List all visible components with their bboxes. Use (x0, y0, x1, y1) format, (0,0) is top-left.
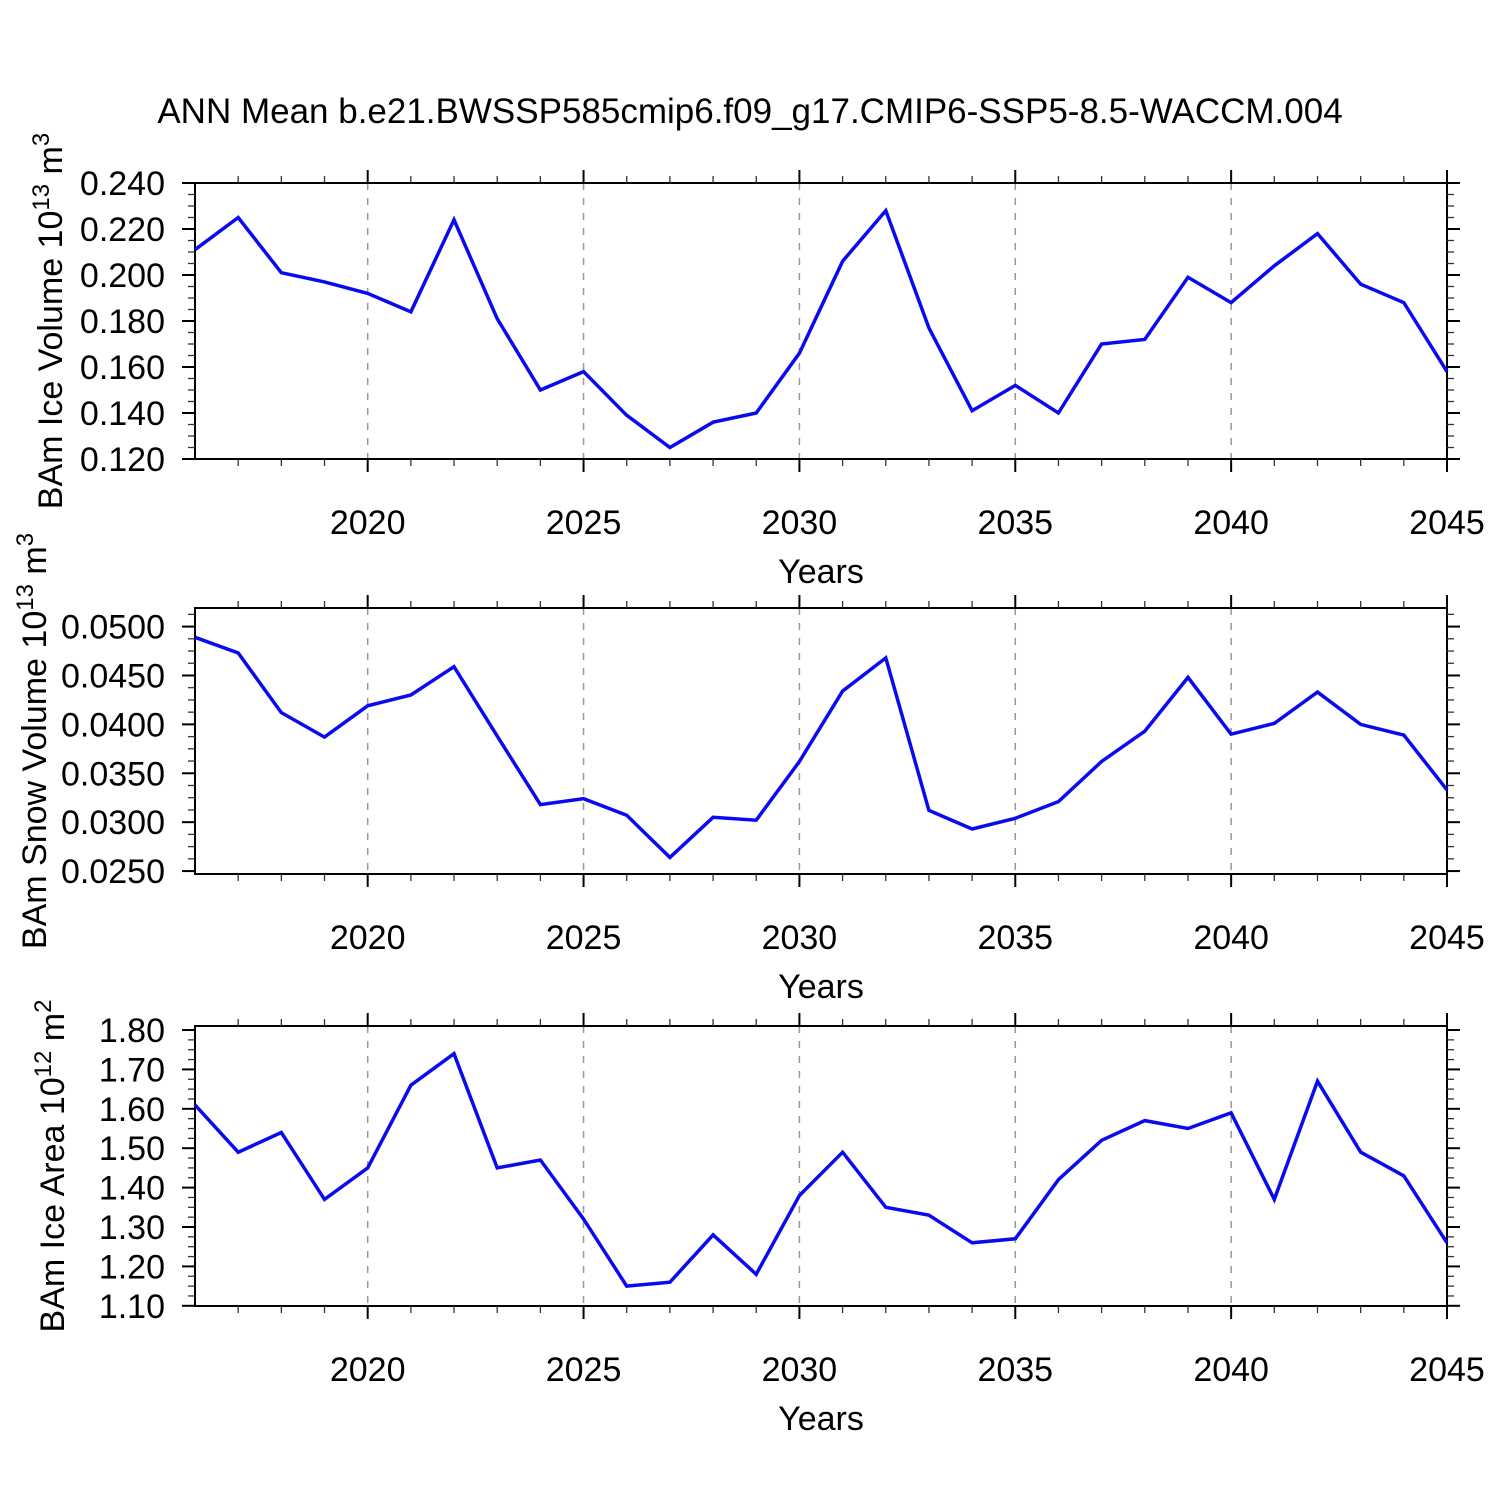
x-tick-label: 2025 (546, 504, 622, 542)
x-tick-label: 2040 (1193, 504, 1269, 542)
y-tick-label: 0.220 (80, 211, 165, 249)
x-tick-label: 2030 (762, 1351, 838, 1389)
plot-frame (194, 1025, 1448, 1307)
x-tick-label: 2020 (330, 919, 406, 957)
x-tick-label: 2045 (1409, 504, 1485, 542)
panel-snow-volume: 0.0250 0.0300 0.0350 0.0400 0.0450 0.0500 2020… (12, 533, 1485, 1006)
x-tick-label: 2045 (1409, 919, 1485, 957)
y-tick-label: 1.20 (99, 1248, 165, 1286)
gridlines (366, 183, 1232, 459)
x-tick-label: 2025 (546, 919, 622, 957)
y-tick-label: 0.140 (80, 395, 165, 433)
x-tick-label: 2020 (330, 1351, 406, 1389)
panel-ice-area: 1.101.201.301.401.501.601.701.80 2020 2025… (30, 1000, 1485, 1438)
x-tick-label: 2030 (762, 504, 838, 542)
y-tick-label: 0.160 (80, 349, 165, 387)
y-tick-label: 1.80 (99, 1012, 165, 1050)
y-tick-label: 0.0350 (61, 755, 165, 793)
ice-volume-line (193, 207, 1449, 450)
y-ticks (182, 1029, 1460, 1307)
x-axis-title: Years (778, 553, 864, 591)
x-tick-label: 2040 (1193, 1351, 1269, 1389)
y-ticks (182, 613, 1460, 873)
snow-volume-line (194, 635, 1449, 860)
x-ticks (237, 1013, 1448, 1319)
x-tick-label: 2035 (977, 504, 1053, 542)
plot-frame (194, 182, 1448, 460)
y-tick-label: 0.0500 (61, 609, 165, 647)
ice-area-line (193, 1050, 1449, 1288)
x-tick-label: 2040 (1193, 919, 1269, 957)
x-tick-label: 2030 (762, 919, 838, 957)
x-tick-label: 2035 (977, 919, 1053, 957)
y-tick-label: 0.0250 (61, 853, 165, 891)
y-tick-label: 0.0400 (61, 706, 165, 744)
y-tick-label: 1.60 (99, 1091, 165, 1129)
x-tick-label: 2025 (546, 1351, 622, 1389)
x-ticks (237, 170, 1448, 472)
y-axis-title: BAm Ice Volume 1013 m3 (28, 133, 70, 509)
y-tick-label: 0.180 (80, 303, 165, 341)
y-tick-label: 1.30 (99, 1209, 165, 1247)
x-tick-label: 2035 (977, 1351, 1053, 1389)
y-tick-label: 0.200 (80, 257, 165, 295)
y-tick-label: 1.10 (99, 1288, 165, 1326)
y-tick-label: 0.120 (80, 441, 165, 479)
plot-frame (194, 607, 1448, 875)
y-tick-label: 1.50 (99, 1130, 165, 1168)
y-ticks (182, 182, 1460, 460)
x-axis-title: Years (778, 968, 864, 1006)
y-tick-label: 0.0450 (61, 657, 165, 695)
y-tick-label: 1.70 (99, 1051, 165, 1089)
y-tick-label: 1.40 (99, 1170, 165, 1208)
y-axis-title: BAm Snow Volume 1013 m3 (12, 533, 54, 949)
page-title: ANN Mean b.e21.BWSSP585cmip6.f09_g17.CMI… (157, 92, 1343, 131)
y-axis-title: BAm Ice Area 1012 m2 (30, 1000, 72, 1333)
gridlines (366, 608, 1232, 874)
x-ticks (237, 595, 1448, 887)
y-tick-label: 0.0300 (61, 804, 165, 842)
x-tick-label: 2045 (1409, 1351, 1485, 1389)
panel-ice-volume: 0.120 0.140 0.160 0.180 0.200 0.220 0.240 2020 2… (28, 133, 1485, 591)
y-tick-label: 0.240 (80, 165, 165, 203)
x-axis-title: Years (778, 1400, 864, 1438)
x-tick-label: 2020 (330, 504, 406, 542)
